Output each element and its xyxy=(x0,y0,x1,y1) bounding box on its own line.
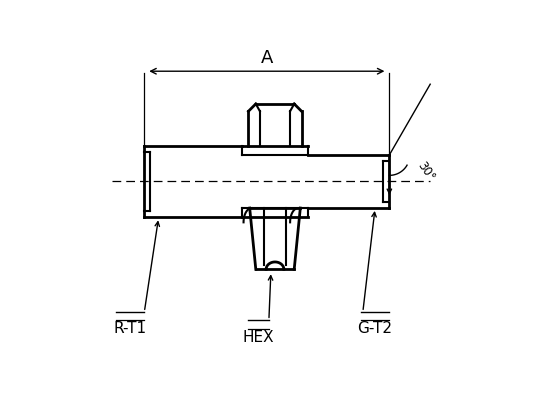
Text: HEX: HEX xyxy=(243,329,274,344)
Text: G-T2: G-T2 xyxy=(358,320,393,335)
Text: 30°: 30° xyxy=(415,159,437,183)
Text: A: A xyxy=(261,49,273,67)
Text: R-T1: R-T1 xyxy=(113,320,146,335)
